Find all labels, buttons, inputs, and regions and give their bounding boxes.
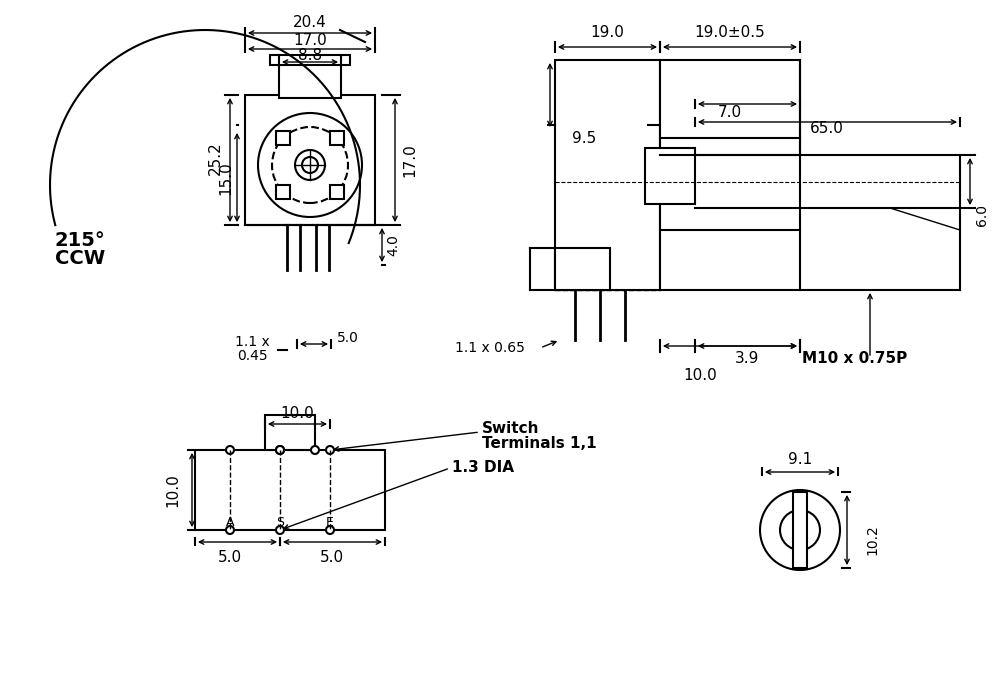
Bar — [270, 55, 350, 65]
Text: 0.45: 0.45 — [237, 349, 267, 363]
Text: 19.0±0.5: 19.0±0.5 — [695, 24, 765, 39]
Text: 10.0: 10.0 — [683, 368, 717, 383]
Text: 10.0: 10.0 — [280, 406, 314, 421]
Text: CCW: CCW — [55, 249, 105, 267]
Text: 17.0: 17.0 — [293, 32, 327, 48]
Circle shape — [326, 446, 334, 454]
Bar — [330, 131, 344, 145]
Circle shape — [276, 446, 284, 454]
Circle shape — [295, 150, 325, 180]
Text: 1.1 x: 1.1 x — [235, 335, 269, 349]
Text: E: E — [326, 515, 334, 529]
Bar — [276, 131, 290, 145]
Circle shape — [258, 113, 362, 217]
Circle shape — [326, 526, 334, 534]
Text: 15.0: 15.0 — [218, 161, 234, 195]
Text: 4.0: 4.0 — [386, 234, 400, 256]
Bar — [555, 248, 610, 290]
Text: S: S — [276, 515, 284, 529]
Text: A: A — [226, 515, 234, 529]
Bar — [195, 450, 385, 530]
Circle shape — [226, 526, 234, 534]
Circle shape — [311, 446, 319, 454]
Text: 9.5: 9.5 — [572, 131, 596, 146]
Bar — [645, 148, 695, 204]
Text: 25.2: 25.2 — [208, 141, 222, 175]
Text: 9.1: 9.1 — [788, 453, 812, 468]
Circle shape — [780, 510, 820, 550]
Circle shape — [226, 446, 234, 454]
Text: 6.0: 6.0 — [975, 204, 989, 226]
Bar — [555, 60, 660, 290]
Text: 7.0: 7.0 — [718, 104, 742, 120]
Bar — [279, 60, 341, 98]
Text: 5.0: 5.0 — [218, 551, 242, 565]
Bar — [276, 185, 290, 199]
Text: 10.2: 10.2 — [865, 524, 879, 556]
Circle shape — [276, 446, 284, 454]
Bar — [793, 492, 807, 568]
Text: 1.3 DIA: 1.3 DIA — [452, 460, 514, 475]
Circle shape — [276, 526, 284, 534]
Text: 17.0: 17.0 — [402, 143, 418, 177]
Text: 19.0: 19.0 — [590, 24, 624, 39]
Circle shape — [272, 127, 348, 203]
Circle shape — [760, 490, 840, 570]
Bar — [660, 60, 800, 290]
Circle shape — [302, 157, 318, 173]
Text: 3.9: 3.9 — [735, 350, 759, 366]
Bar — [330, 185, 344, 199]
Bar — [245, 95, 375, 225]
Text: 20.4: 20.4 — [293, 15, 327, 30]
Text: 1.1 x 0.65: 1.1 x 0.65 — [455, 341, 525, 355]
Text: Switch: Switch — [482, 421, 540, 435]
Text: 8.8: 8.8 — [298, 48, 322, 62]
Text: 65.0: 65.0 — [810, 120, 844, 135]
Text: 5.0: 5.0 — [337, 331, 359, 345]
Text: 5.0: 5.0 — [320, 551, 344, 565]
Text: M10 x 0.75P: M10 x 0.75P — [802, 350, 908, 366]
Bar — [265, 415, 315, 450]
Text: Terminals 1,1: Terminals 1,1 — [482, 435, 597, 451]
Text: 10.0: 10.0 — [166, 473, 180, 507]
Text: 215°: 215° — [55, 231, 105, 249]
